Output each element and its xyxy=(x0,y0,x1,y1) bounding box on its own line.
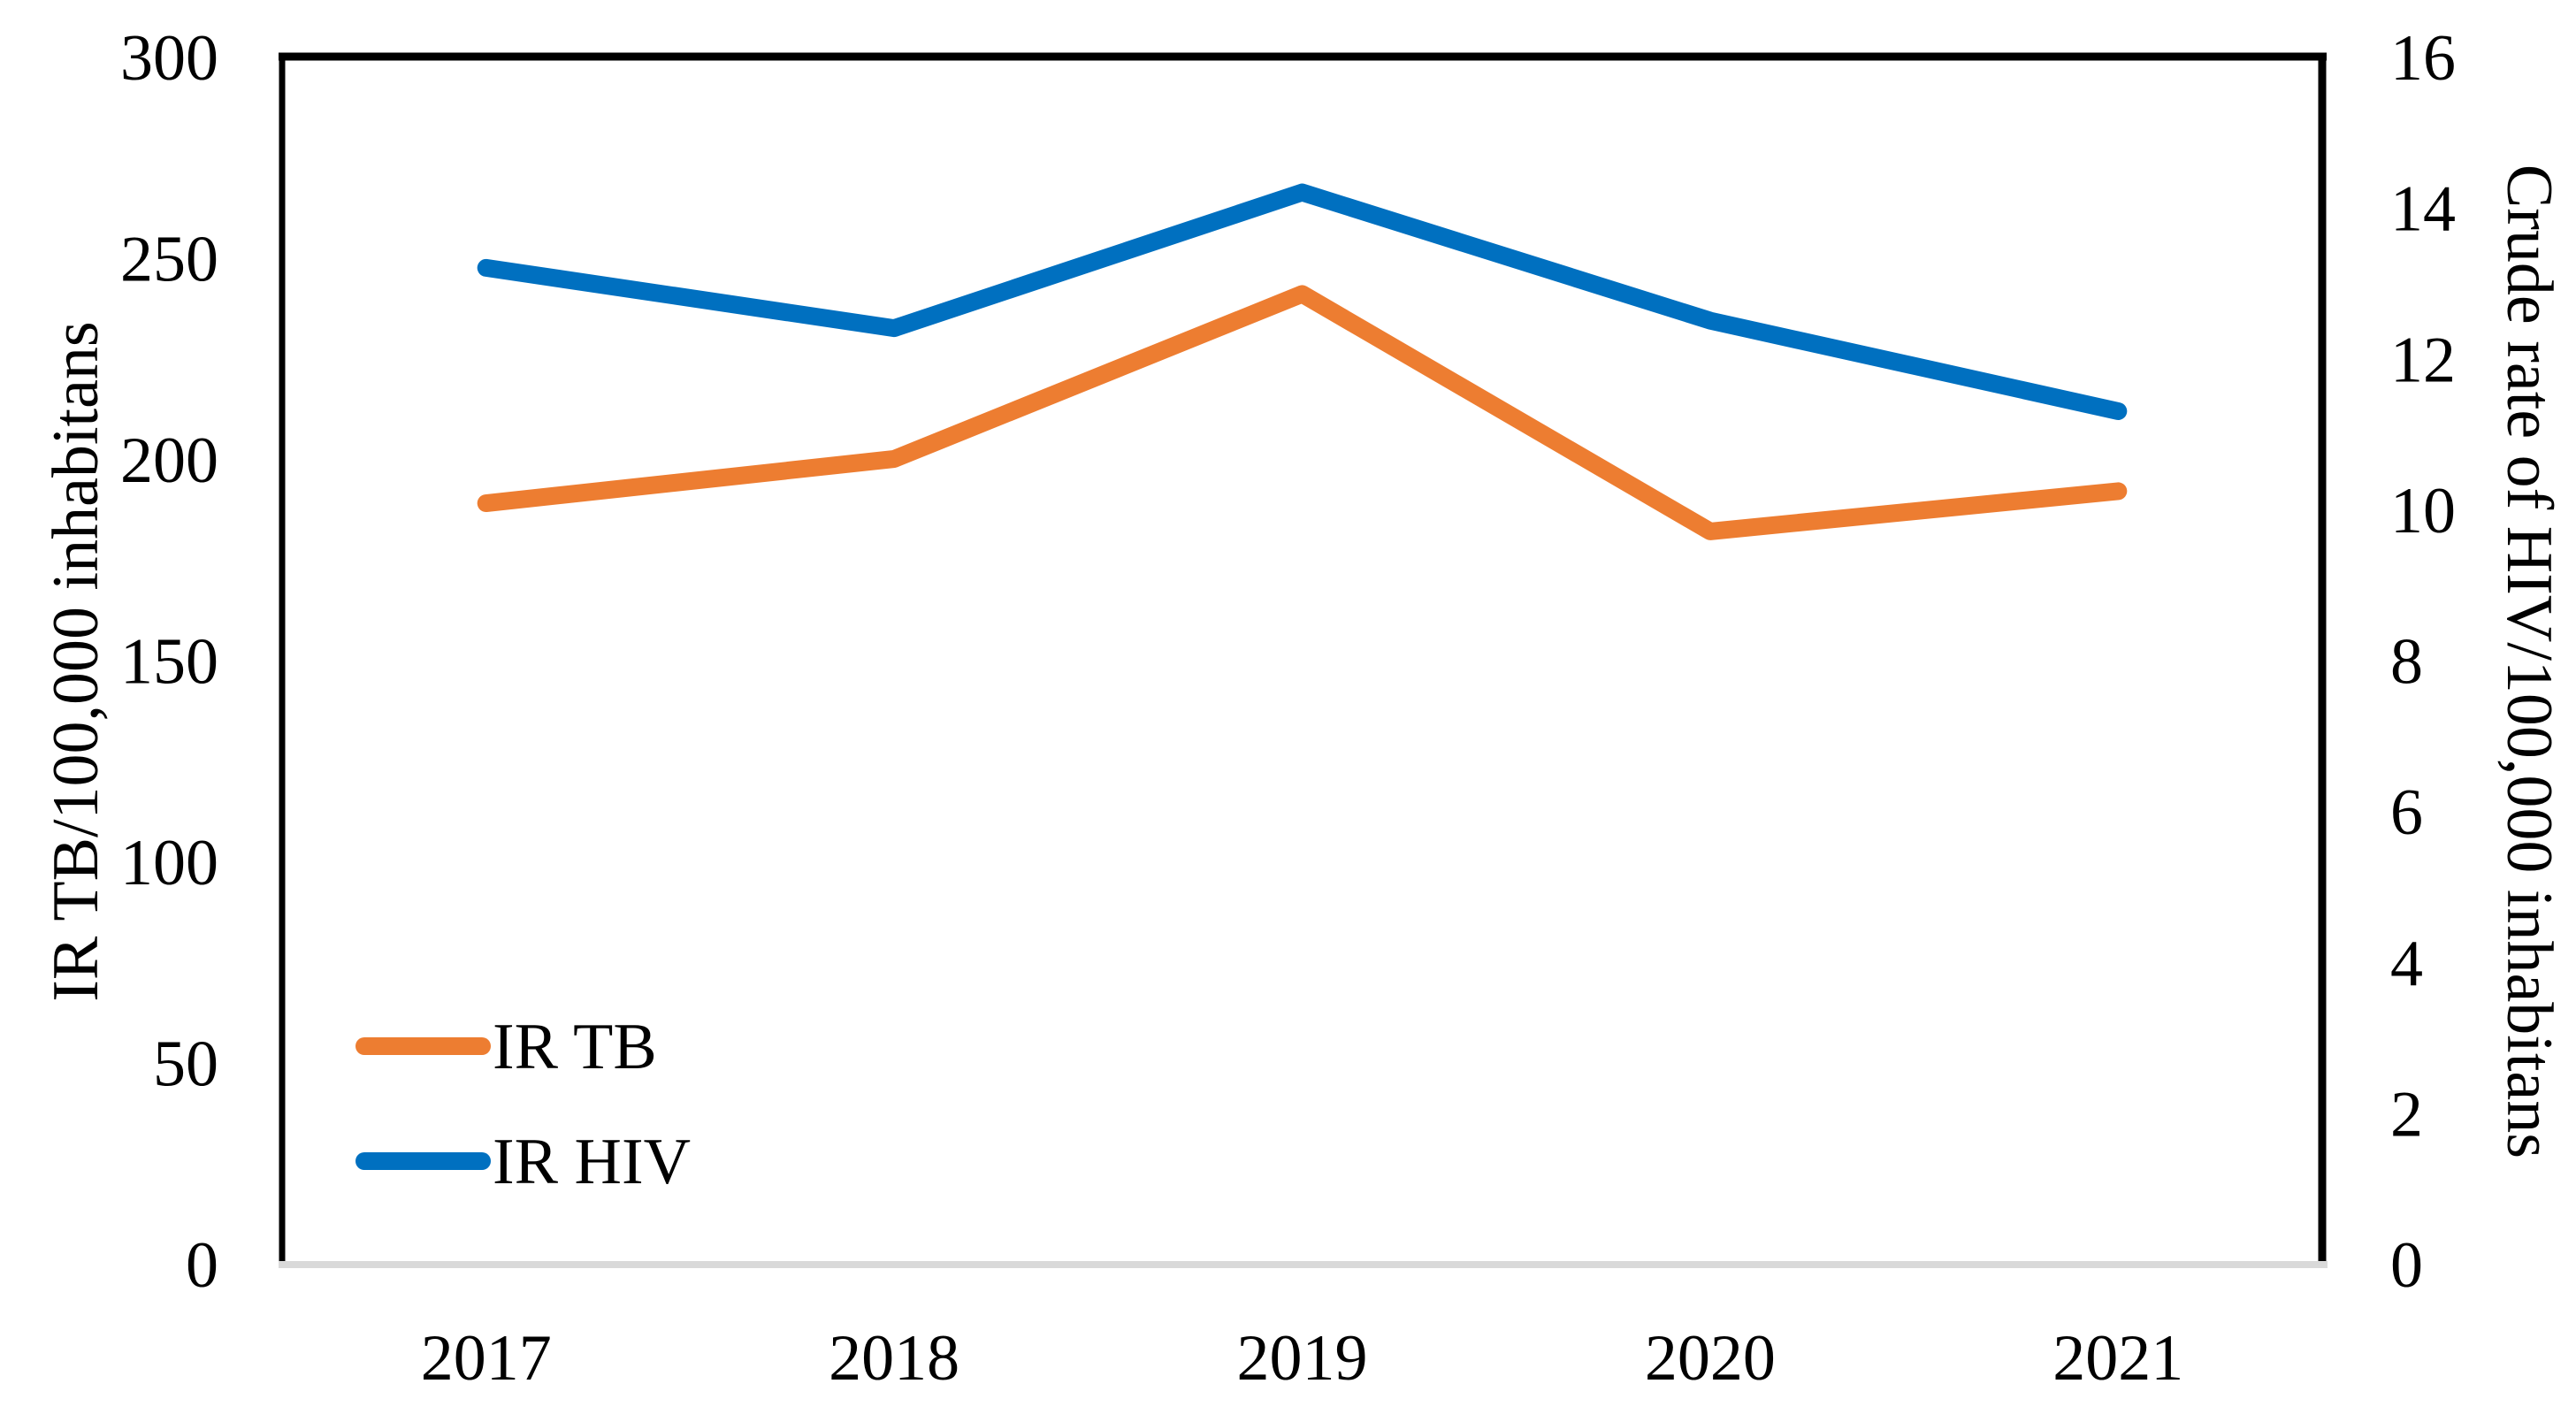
x-axis-tick-label-2020: 2020 xyxy=(1645,1322,1776,1395)
left-axis-tick-label-250: 250 xyxy=(120,224,218,296)
right-axis-tick-label-0: 0 xyxy=(2390,1229,2423,1302)
right-axis-tick-label-4: 4 xyxy=(2390,928,2423,1000)
series-line-ir-tb xyxy=(477,285,2128,540)
right-axis-tick-label-2: 2 xyxy=(2390,1078,2423,1151)
legend-label-ir-hiv: IR HIV xyxy=(493,1126,691,1198)
left-axis-tick-label-150: 150 xyxy=(120,626,218,699)
right-axis-tick-label-12: 12 xyxy=(2390,324,2456,396)
x-axis-tick-label-2021: 2021 xyxy=(2052,1322,2183,1395)
left-axis-tick-label-100: 100 xyxy=(120,827,218,899)
left-axis-tick-label-0: 0 xyxy=(186,1229,218,1302)
right-axis-tick-label-16: 16 xyxy=(2390,22,2456,95)
right-axis-tick-label-14: 14 xyxy=(2390,173,2456,246)
x-axis-tick-label-2017: 2017 xyxy=(421,1322,552,1395)
left-axis-tick-label-200: 200 xyxy=(120,424,218,497)
x-axis-tick-label-2018: 2018 xyxy=(829,1322,959,1395)
right-axis-tick-label-8: 8 xyxy=(2390,626,2423,699)
left-axis-tick-label-300: 300 xyxy=(120,22,218,95)
legend-label-ir-tb: IR TB xyxy=(493,1011,657,1083)
right-y-axis-title: Crude rate of HIV/100,000 inhabitans xyxy=(2493,164,2565,1159)
x-axis-tick-label-2019: 2019 xyxy=(1237,1322,1368,1395)
series-line-ir-hiv xyxy=(477,183,2128,420)
right-axis-tick-label-6: 6 xyxy=(2390,776,2423,849)
right-axis-tick-label-10: 10 xyxy=(2390,475,2456,547)
left-y-axis-title: IR TB/100,000 inhabitans xyxy=(40,321,112,1002)
left-axis-tick-label-50: 50 xyxy=(153,1028,218,1101)
